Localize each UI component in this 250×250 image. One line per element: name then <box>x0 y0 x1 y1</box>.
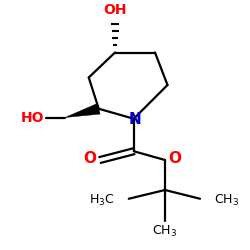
Text: O: O <box>84 151 96 166</box>
Text: CH$_3$: CH$_3$ <box>152 224 178 239</box>
Text: N: N <box>128 112 141 128</box>
Text: CH$_3$: CH$_3$ <box>214 192 239 208</box>
Text: H$_3$C: H$_3$C <box>90 192 115 208</box>
Text: OH: OH <box>103 3 127 17</box>
Text: HO: HO <box>21 110 44 124</box>
Polygon shape <box>65 104 100 118</box>
Text: O: O <box>168 151 181 166</box>
